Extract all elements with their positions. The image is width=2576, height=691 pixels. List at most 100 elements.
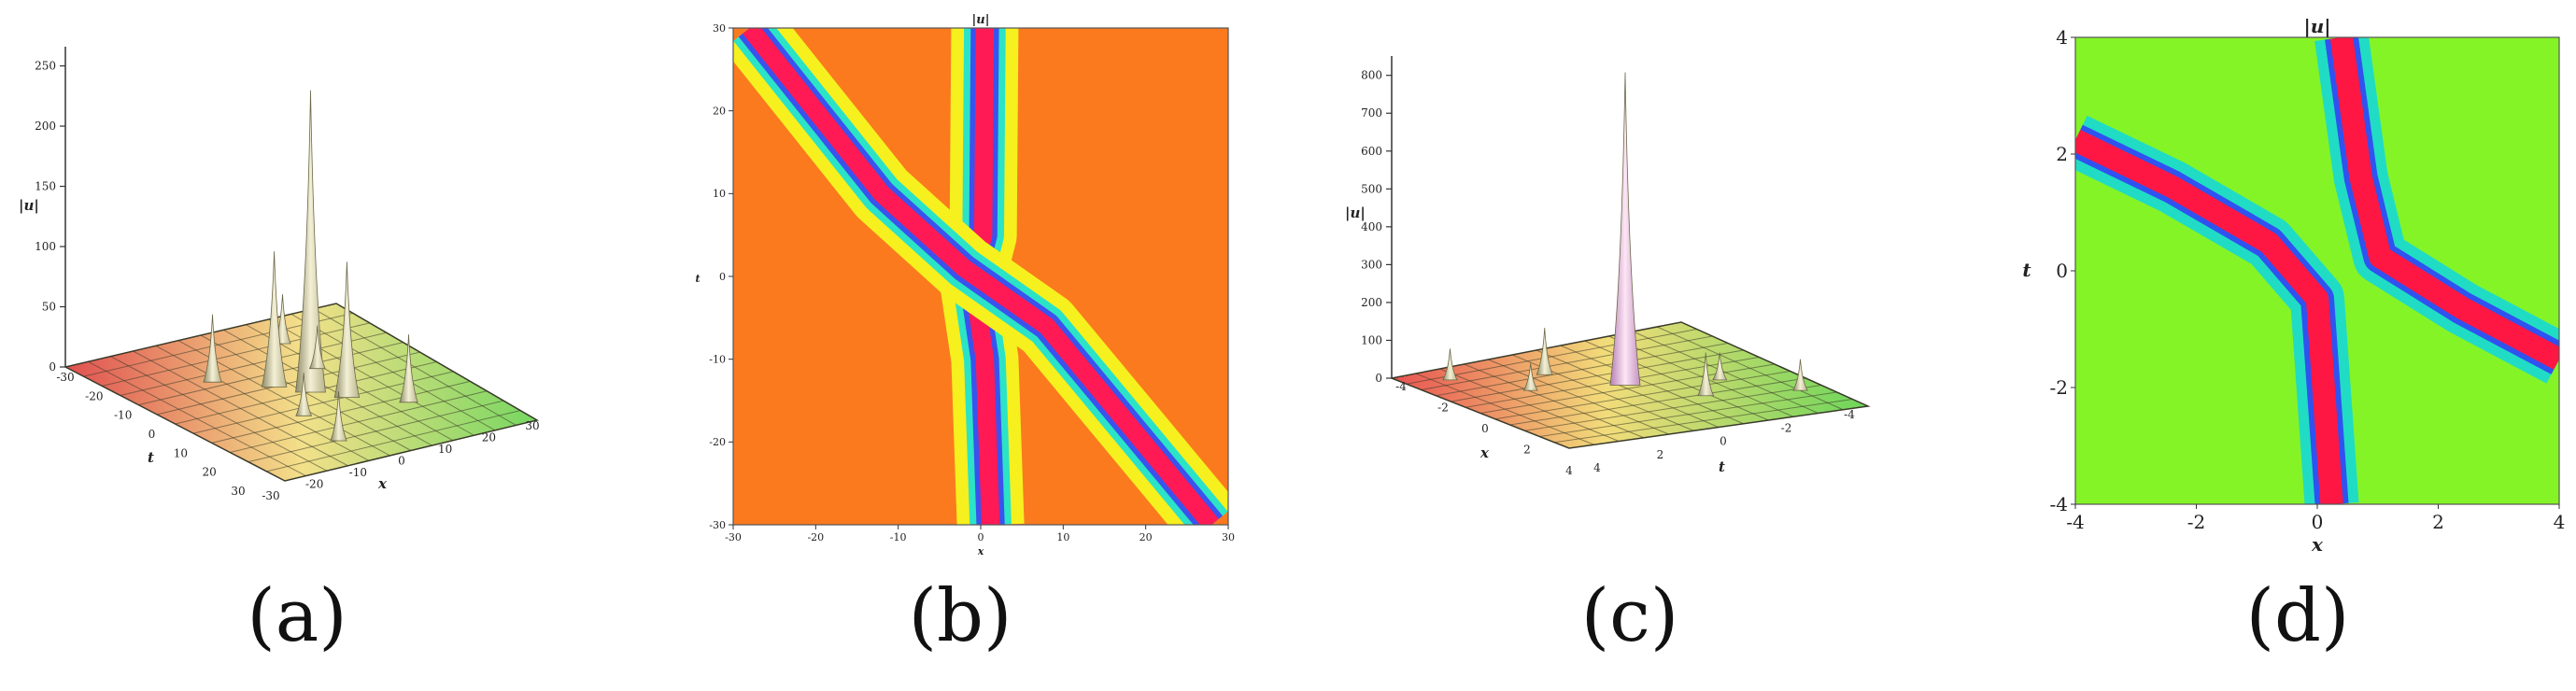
t-tick-label: 0 xyxy=(149,428,156,441)
z-tick-label: 150 xyxy=(35,180,56,193)
panel-label-c: (c) xyxy=(1580,574,1679,658)
surface-peak xyxy=(1792,359,1808,391)
y-axis-label: t xyxy=(2022,259,2031,281)
surface-peak xyxy=(1442,348,1458,381)
y-tick-label: -4 xyxy=(2050,493,2068,515)
y-tick-label: -20 xyxy=(709,436,726,448)
x-tick-label: 2 xyxy=(1523,444,1531,457)
surface-grid-line xyxy=(266,410,521,472)
x-tick-label: 10 xyxy=(438,443,452,456)
y-tick-label: 0 xyxy=(719,271,726,283)
surface-grid-line xyxy=(1656,326,1844,411)
surface-peak xyxy=(1697,352,1715,397)
surface-grid-line xyxy=(1633,331,1819,414)
x-axis-label: x xyxy=(377,475,388,492)
soliton-band-diagonal xyxy=(743,28,1219,525)
surface-peak xyxy=(203,314,222,383)
t-tick-label: 2 xyxy=(1657,448,1664,461)
t-tick-label: -10 xyxy=(114,409,132,422)
panel-label-d: (d) xyxy=(2245,574,2350,658)
y-tick-label: 4 xyxy=(2056,26,2068,49)
x-tick-label: 0 xyxy=(978,531,984,543)
surface-peak xyxy=(1609,72,1641,386)
x-tick-label: -10 xyxy=(349,466,367,479)
x-tick-label: 2 xyxy=(2432,511,2444,533)
z-tick-label: 600 xyxy=(1361,145,1382,158)
chart-title: |u| xyxy=(972,13,990,27)
t-tick-label: 20 xyxy=(203,466,217,479)
t-tick-label: 30 xyxy=(231,485,245,498)
surface-peak xyxy=(333,261,361,399)
panel-label-a: (a) xyxy=(247,574,347,658)
x-tick-label: -30 xyxy=(725,531,742,543)
z-tick-label: 0 xyxy=(49,360,56,374)
z-axis-label: |u| xyxy=(1345,204,1366,221)
x-tick-label: 20 xyxy=(1139,531,1153,543)
z-axis-label: |u| xyxy=(19,197,39,214)
x-tick-label: -30 xyxy=(262,489,279,502)
surface-grid-line xyxy=(1554,399,1853,444)
surface-peak xyxy=(399,334,418,403)
x-tick-label: -2 xyxy=(1437,402,1449,415)
y-tick-label: -10 xyxy=(709,354,726,366)
y-tick-label: 0 xyxy=(2056,260,2068,282)
surface-grid-line xyxy=(290,313,496,431)
x-tick-label: 10 xyxy=(1056,531,1069,543)
t-tick-label: 10 xyxy=(174,446,188,459)
surface-peak xyxy=(295,373,313,416)
z-tick-label: 50 xyxy=(42,301,56,314)
x-tick-label: 4 xyxy=(1565,464,1573,477)
soliton-band-right-arm xyxy=(2329,37,2559,370)
z-tick-label: 700 xyxy=(1361,106,1382,120)
surface-peak xyxy=(295,90,326,393)
x-tick-label: -4 xyxy=(1395,380,1407,393)
z-tick-label: 800 xyxy=(1361,69,1382,82)
y-tick-label: 30 xyxy=(713,22,726,35)
x-tick-label: 4 xyxy=(2554,511,2566,533)
z-tick-label: 100 xyxy=(35,240,56,253)
x-tick-label: 0 xyxy=(398,455,405,468)
y-tick-label: 20 xyxy=(713,106,726,118)
y-tick-label: -30 xyxy=(709,519,726,531)
soliton-band-left-arm xyxy=(2075,130,2343,504)
chart-title: |u| xyxy=(2303,15,2330,37)
x-tick-label: -4 xyxy=(2066,511,2084,533)
y-tick-label: 10 xyxy=(713,188,726,200)
surface-peak xyxy=(1536,327,1553,375)
panel-b-heatmap: -30 -20 -10 0 10 20 30 -30 -20 -10 0 10 20 30 |u| x t xyxy=(695,13,1235,557)
y-axis-label: t xyxy=(695,273,700,285)
surface-peak xyxy=(261,251,288,388)
x-tick-label: 0 xyxy=(1481,422,1489,435)
z-tick-label: 250 xyxy=(35,60,56,73)
surface-peak xyxy=(330,391,347,442)
panel-a-surface-plot: 050100150200250|u|-30-20-100102030-30-20… xyxy=(19,47,540,502)
t-tick-label: 4 xyxy=(1593,461,1601,474)
t-tick-label: -20 xyxy=(85,389,103,402)
x-tick-label: 20 xyxy=(482,431,496,444)
x-tick-label: 30 xyxy=(1222,531,1235,543)
z-tick-label: 100 xyxy=(1361,333,1382,346)
x-axis-label: x xyxy=(977,545,984,557)
panel-label-b: (b) xyxy=(908,574,1012,658)
t-tick-label: -4 xyxy=(1844,408,1855,421)
y-tick-label: 2 xyxy=(2056,143,2068,165)
panel-c-surface-plot: 0 100 200 300 400 500 600 700 800 |u| -4 -2 0 2 4 4 2 0 -2… xyxy=(1345,56,1871,477)
x-axis-label: x xyxy=(2311,533,2324,556)
y-tick-label: -2 xyxy=(2050,376,2068,399)
z-tick-label: 200 xyxy=(1361,296,1382,309)
t-tick-label: -30 xyxy=(56,371,74,384)
t-tick-label: -2 xyxy=(1781,421,1792,434)
x-axis-label: x xyxy=(1479,444,1490,461)
surface-peak xyxy=(1522,362,1538,391)
surface-peak xyxy=(308,325,326,370)
x-tick-label: -20 xyxy=(305,478,323,491)
panel-d-heatmap: -4 -2 0 2 4 -4 -2 0 2 4 |u| x t xyxy=(2022,15,2565,556)
x-tick-label: 0 xyxy=(2312,511,2324,533)
z-tick-label: 0 xyxy=(1375,372,1382,385)
surface-peak xyxy=(1712,352,1728,381)
z-tick-label: 500 xyxy=(1361,182,1382,195)
z-tick-label: 300 xyxy=(1361,258,1382,271)
z-tick-label: 200 xyxy=(35,120,56,133)
t-axis-label: t xyxy=(1719,458,1725,475)
